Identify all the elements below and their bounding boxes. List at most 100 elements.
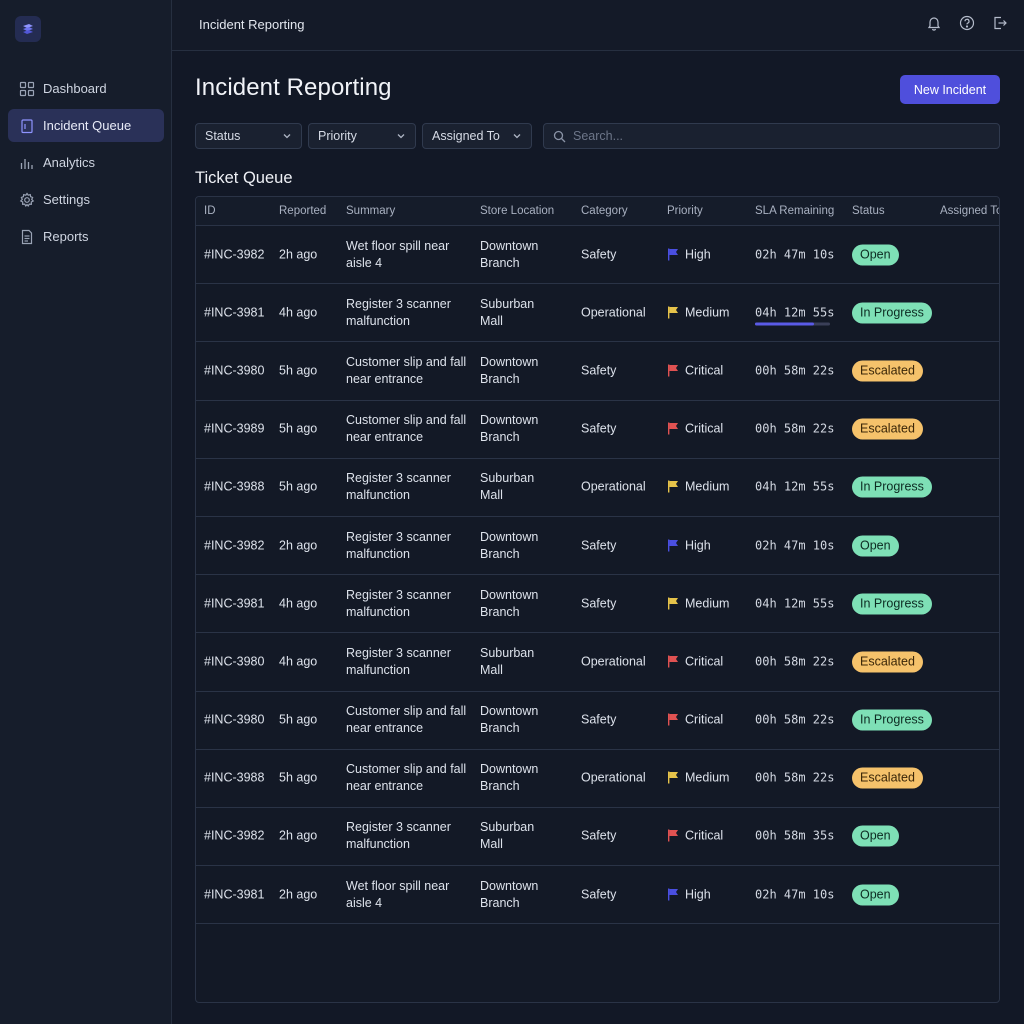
column-header[interactable]: Assigned To <box>940 205 1000 217</box>
sla-cell: 00h 58m 22s <box>755 421 834 438</box>
sidebar-item-label: Reports <box>43 229 89 244</box>
table-row[interactable]: #INC-3988 5h ago Customer slip and fall ne… <box>196 750 999 808</box>
ticket-summary: Register 3 scanner malfunction <box>346 645 451 677</box>
table-row[interactable]: #INC-3981 2h ago Wet floor spill near aisl… <box>196 866 999 925</box>
sidebar-item-incident-queue[interactable]: Incident Queue <box>8 109 164 142</box>
sla-cell: 00h 58m 22s <box>755 712 834 729</box>
column-header[interactable]: Category <box>581 205 628 217</box>
table-row[interactable]: #INC-3981 4h ago Register 3 scanner malfun… <box>196 575 999 634</box>
search-box[interactable] <box>543 123 1000 149</box>
sla-remaining: 04h 12m 55s <box>755 305 835 320</box>
status-badge[interactable]: Open <box>852 825 899 847</box>
table-header: ID Reported Summary Store Location Category P… <box>196 197 999 226</box>
logout-icon[interactable] <box>992 15 1008 31</box>
sla-remaining: 00h 58m 35s <box>755 828 835 843</box>
ticket-category: Operational <box>581 479 646 494</box>
flag-icon <box>668 248 678 261</box>
table-row[interactable]: #INC-3982 2h ago Register 3 scanner malfun… <box>196 808 999 867</box>
priority-cell: Critical <box>667 362 723 379</box>
status-cell: Open <box>852 535 899 557</box>
priority-label: Critical <box>685 828 724 843</box>
reported-time: 4h ago <box>279 654 318 669</box>
status-cell: Escalated <box>852 651 923 673</box>
table-row[interactable]: #INC-3980 5h ago Customer slip and fall ne… <box>196 342 999 401</box>
ticket-id: #INC-3989 <box>204 421 265 436</box>
priority-cell: Critical <box>667 828 723 845</box>
sla-cell: 02h 47m 10s <box>755 246 834 263</box>
status-filter[interactable]: Status <box>195 123 302 149</box>
bell-icon[interactable] <box>926 15 942 31</box>
store-location: Downtown Branch <box>480 238 539 270</box>
status-badge[interactable]: Escalated <box>852 418 923 440</box>
priority-label: Critical <box>685 421 724 436</box>
status-badge[interactable]: Escalated <box>852 651 923 673</box>
status-badge[interactable]: In Progress <box>852 476 932 498</box>
reported-time: 2h ago <box>279 887 318 902</box>
priority-filter[interactable]: Priority <box>308 123 416 149</box>
table-row[interactable]: #INC-3982 2h ago Wet floor spill near aisl… <box>196 226 999 285</box>
sla-cell: 00h 58m 35s <box>755 828 834 845</box>
reported-time: 4h ago <box>279 305 318 320</box>
ticket-id: #INC-3988 <box>204 479 265 494</box>
ticket-category: Safety <box>581 712 617 727</box>
ticket-id: #INC-3982 <box>204 538 265 553</box>
status-badge[interactable]: In Progress <box>852 709 932 731</box>
reported-time: 5h ago <box>279 363 318 378</box>
breadcrumb: Incident Reporting <box>199 17 305 32</box>
status-badge[interactable]: Open <box>852 535 899 557</box>
column-header[interactable]: Reported <box>279 205 327 217</box>
assigned-filter[interactable]: Assigned To <box>422 123 532 149</box>
status-badge[interactable]: Open <box>852 244 899 266</box>
column-header[interactable]: ID <box>204 205 216 217</box>
reported-time: 5h ago <box>279 479 318 494</box>
store-location: Downtown Branch <box>480 529 539 561</box>
priority-cell: Medium <box>667 304 729 321</box>
ticket-category: Safety <box>581 828 617 843</box>
status-badge[interactable]: Escalated <box>852 767 923 789</box>
ticket-id: #INC-3981 <box>204 596 265 611</box>
sla-cell: 00h 58m 22s <box>755 362 834 379</box>
status-cell: Open <box>852 244 899 266</box>
table-row[interactable]: #INC-3981 4h ago Register 3 scanner malfun… <box>196 284 999 343</box>
table-row[interactable]: #INC-3980 5h ago Customer slip and fall ne… <box>196 692 999 750</box>
status-cell: Open <box>852 884 899 906</box>
store-location: Suburban Mall <box>480 471 535 503</box>
table-row[interactable]: #INC-3988 5h ago Register 3 scanner malfun… <box>196 459 999 517</box>
table-row[interactable]: #INC-3989 5h ago Customer slip and fall ne… <box>196 401 999 459</box>
sla-remaining: 02h 47m 10s <box>755 247 835 262</box>
sla-remaining: 00h 58m 22s <box>755 363 835 378</box>
ticket-summary: Customer slip and fall near entrance <box>346 354 467 386</box>
app-logo[interactable] <box>15 16 41 42</box>
new-incident-button[interactable]: New Incident <box>900 75 1000 104</box>
help-icon[interactable] <box>959 15 975 31</box>
table-row[interactable]: #INC-3982 2h ago Register 3 scanner malfun… <box>196 517 999 576</box>
column-header[interactable]: Summary <box>346 205 396 217</box>
sidebar-item-label: Settings <box>43 192 90 207</box>
column-header[interactable]: Store Location <box>480 205 555 217</box>
status-badge[interactable]: In Progress <box>852 302 932 324</box>
status-badge[interactable]: Escalated <box>852 360 923 382</box>
sla-cell: 04h 12m 55s <box>755 304 835 326</box>
reported-time: 5h ago <box>279 421 318 436</box>
top-actions <box>926 15 1008 31</box>
priority-cell: Medium <box>667 770 729 787</box>
column-header[interactable]: Priority <box>667 205 703 217</box>
sla-remaining: 00h 58m 22s <box>755 654 835 669</box>
sidebar-item-reports[interactable]: Reports <box>8 220 164 253</box>
sla-cell: 02h 47m 10s <box>755 537 834 554</box>
sidebar-item-settings[interactable]: Settings <box>8 183 164 216</box>
ticket-category: Operational <box>581 770 646 785</box>
search-input[interactable] <box>573 129 993 143</box>
column-header[interactable]: Status <box>852 205 885 217</box>
sidebar-item-label: Dashboard <box>43 81 107 96</box>
sidebar-item-label: Incident Queue <box>43 118 132 133</box>
gear-icon <box>19 191 35 208</box>
sidebar-item-analytics[interactable]: Analytics <box>8 146 164 179</box>
status-badge[interactable]: Open <box>852 884 899 906</box>
sidebar-item-dashboard[interactable]: Dashboard <box>8 72 164 105</box>
column-header[interactable]: SLA Remaining <box>755 205 835 217</box>
ticket-category: Safety <box>581 421 617 436</box>
status-badge[interactable]: In Progress <box>852 593 932 615</box>
priority-label: Medium <box>685 305 730 320</box>
table-row[interactable]: #INC-3980 4h ago Register 3 scanner malfun… <box>196 633 999 692</box>
